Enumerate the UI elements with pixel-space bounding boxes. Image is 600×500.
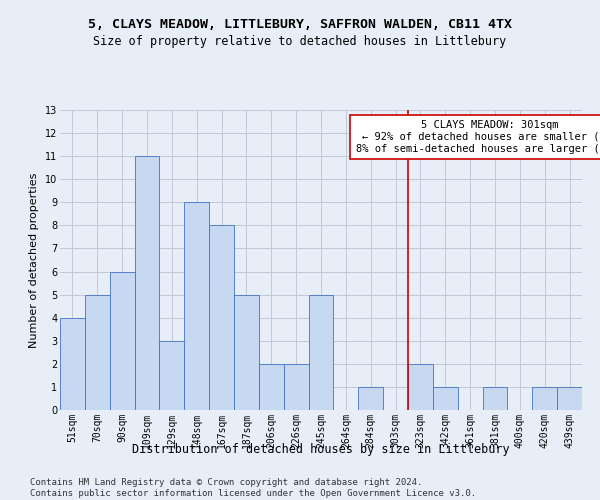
Bar [85, 294, 110, 410]
Bar [209, 226, 234, 410]
Bar [433, 387, 458, 410]
Text: Size of property relative to detached houses in Littlebury: Size of property relative to detached ho… [94, 35, 506, 48]
Text: 5 CLAYS MEADOW: 301sqm
← 92% of detached houses are smaller (60)
8% of semi-deta: 5 CLAYS MEADOW: 301sqm ← 92% of detached… [356, 120, 600, 154]
Bar [110, 272, 134, 410]
Bar [259, 364, 284, 410]
Text: Contains HM Land Registry data © Crown copyright and database right 2024.
Contai: Contains HM Land Registry data © Crown c… [30, 478, 476, 498]
Bar [408, 364, 433, 410]
Bar [557, 387, 582, 410]
Text: Distribution of detached houses by size in Littlebury: Distribution of detached houses by size … [132, 442, 510, 456]
Bar [284, 364, 308, 410]
Bar [308, 294, 334, 410]
Bar [184, 202, 209, 410]
Bar [60, 318, 85, 410]
Bar [160, 341, 184, 410]
Bar [482, 387, 508, 410]
Bar [532, 387, 557, 410]
Bar [234, 294, 259, 410]
Bar [134, 156, 160, 410]
Text: 5, CLAYS MEADOW, LITTLEBURY, SAFFRON WALDEN, CB11 4TX: 5, CLAYS MEADOW, LITTLEBURY, SAFFRON WAL… [88, 18, 512, 30]
Bar [358, 387, 383, 410]
Y-axis label: Number of detached properties: Number of detached properties [29, 172, 39, 348]
